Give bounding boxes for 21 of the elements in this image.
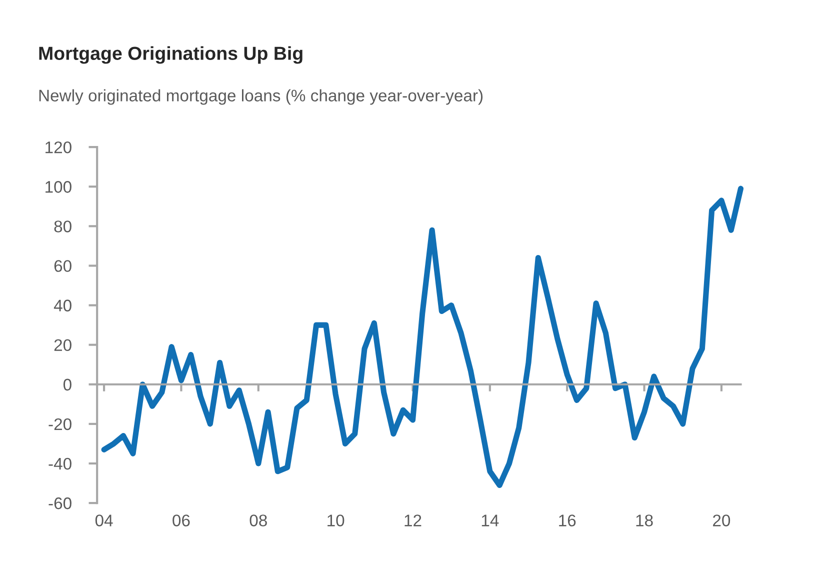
y-tick-label: 100 xyxy=(46,181,72,193)
x-tick-label: 10 xyxy=(328,514,344,526)
x-tick-label: 06 xyxy=(172,514,190,526)
x-tick-label: 20 xyxy=(713,514,730,526)
y-tick-label: 20 xyxy=(54,339,72,352)
chart-title: Mortgage Originations Up Big xyxy=(39,46,302,64)
x-tick-label: 04 xyxy=(95,514,113,526)
y-tick-label: -20 xyxy=(48,418,72,430)
y-tick-label: -40 xyxy=(48,458,72,470)
y-tick-label: 0 xyxy=(63,378,72,391)
x-tick-label: 12 xyxy=(404,514,422,526)
y-tick-label: 40 xyxy=(54,300,72,312)
x-tick-label: 18 xyxy=(636,514,653,526)
chart-subtitle: Newly originated mortgage loans (% change year-over-year) xyxy=(39,89,483,105)
y-tick-label: -60 xyxy=(48,497,72,510)
y-tick-label: 60 xyxy=(54,260,72,272)
x-tick-label: 16 xyxy=(559,514,576,526)
y-tick-label: 120 xyxy=(46,141,72,154)
x-tick-label: 14 xyxy=(482,514,499,526)
x-tick-label: 08 xyxy=(250,514,267,526)
y-tick-label: 80 xyxy=(54,220,72,232)
